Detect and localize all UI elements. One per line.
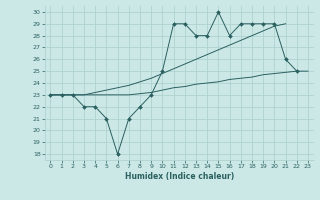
X-axis label: Humidex (Indice chaleur): Humidex (Indice chaleur) xyxy=(124,172,234,181)
